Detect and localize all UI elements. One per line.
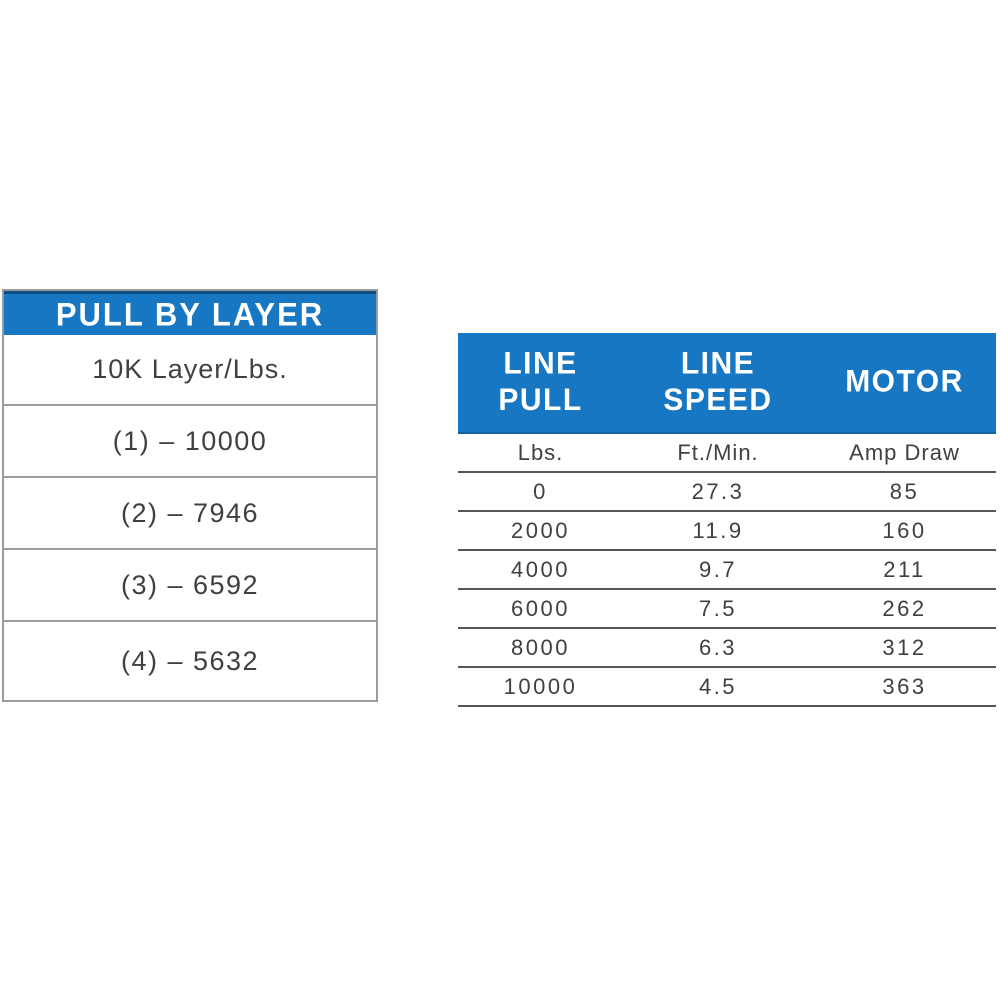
line-pull-value: 2000	[511, 517, 570, 543]
layer-units-row: 10K Layer/Lbs.	[4, 335, 376, 404]
line-pull-value: 0	[533, 478, 548, 504]
layer-3-value: (3) – 6592	[120, 569, 260, 600]
pull-by-layer-title: PULL BY LAYER	[55, 295, 325, 333]
line-speed-value: 4.5	[698, 673, 738, 699]
line-speed-value: 7.5	[698, 595, 738, 621]
line-pull-value: 6000	[511, 595, 570, 621]
layer-row-4: (4) – 5632	[4, 620, 376, 700]
table-row-4: 6000 7.5 262	[458, 590, 996, 629]
amp-draw-value: 262	[882, 595, 927, 621]
pull-by-layer-table: PULL BY LAYER 10K Layer/Lbs. (1) – 10000…	[2, 289, 378, 702]
line-pull-value: 10000	[503, 673, 578, 699]
line-speed-value: 27.3	[691, 478, 745, 504]
performance-table-header: LINE PULL LINE SPEED MOTOR	[458, 333, 996, 434]
table-row-6: 10000 4.5 363	[458, 668, 996, 707]
amp-draw-value: 363	[882, 673, 927, 699]
pull-by-layer-header: PULL BY LAYER	[4, 291, 376, 335]
units-amp-draw: Amp Draw	[849, 439, 960, 465]
units-row: Lbs. Ft./Min. Amp Draw	[458, 434, 996, 473]
layer-units-label: 10K Layer/Lbs.	[92, 354, 288, 384]
line-speed-value: 11.9	[692, 517, 744, 543]
line-pull-value: 8000	[511, 634, 570, 660]
layer-4-value: (4) – 5632	[120, 645, 260, 676]
layer-row-2: (2) – 7946	[4, 476, 376, 548]
amp-draw-value: 211	[883, 556, 926, 582]
line-speed-value: 6.3	[698, 634, 738, 660]
table-row-3: 4000 9.7 211	[458, 551, 996, 590]
col-header-line-speed: LINE SPEED	[663, 346, 773, 417]
units-lbs: Lbs.	[517, 439, 564, 465]
layer-1-value: (1) – 10000	[112, 425, 268, 456]
layer-2-value: (2) – 7946	[120, 497, 260, 528]
units-ft-min: Ft./Min.	[677, 439, 759, 465]
line-speed-value: 9.7	[698, 556, 738, 582]
amp-draw-value: 160	[882, 517, 927, 543]
table-row-2: 2000 11.9 160	[458, 512, 996, 551]
table-row-1: 0 27.3 85	[458, 473, 996, 512]
line-pull-speed-motor-table: LINE PULL LINE SPEED MOTOR Lbs. Ft./Min.…	[458, 333, 996, 707]
col-header-line-pull: LINE PULL	[498, 346, 583, 417]
layer-row-3: (3) – 6592	[4, 548, 376, 620]
table-row-5: 8000 6.3 312	[458, 629, 996, 668]
line-pull-value: 4000	[511, 556, 570, 582]
layer-row-1: (1) – 10000	[4, 404, 376, 476]
col-header-motor: MOTOR	[845, 364, 964, 399]
amp-draw-value: 312	[882, 634, 927, 660]
amp-draw-value: 85	[889, 478, 920, 504]
